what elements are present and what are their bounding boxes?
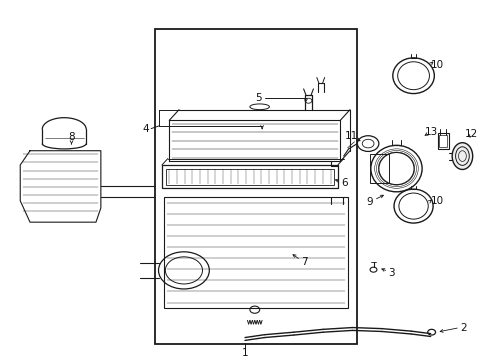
Bar [164, 197, 347, 308]
Text: 11: 11 [345, 131, 358, 141]
Text: 4: 4 [143, 123, 149, 134]
Text: 12: 12 [465, 129, 478, 139]
Bar [440, 135, 447, 147]
Text: 9: 9 [367, 197, 373, 207]
Bar [166, 168, 334, 185]
Bar [369, 154, 389, 183]
Text: 7: 7 [301, 257, 308, 267]
Text: 2: 2 [461, 323, 467, 333]
Text: 13: 13 [425, 127, 438, 137]
Text: 1: 1 [242, 348, 248, 358]
Bar [438, 133, 449, 149]
Bar [162, 165, 338, 188]
Text: 10: 10 [430, 60, 443, 70]
Text: 3: 3 [388, 268, 395, 278]
Ellipse shape [452, 143, 473, 170]
Text: 8: 8 [68, 132, 75, 142]
Text: 6: 6 [341, 178, 347, 188]
Text: 5: 5 [255, 93, 262, 103]
Bar [155, 29, 357, 344]
Text: 10: 10 [430, 197, 443, 206]
